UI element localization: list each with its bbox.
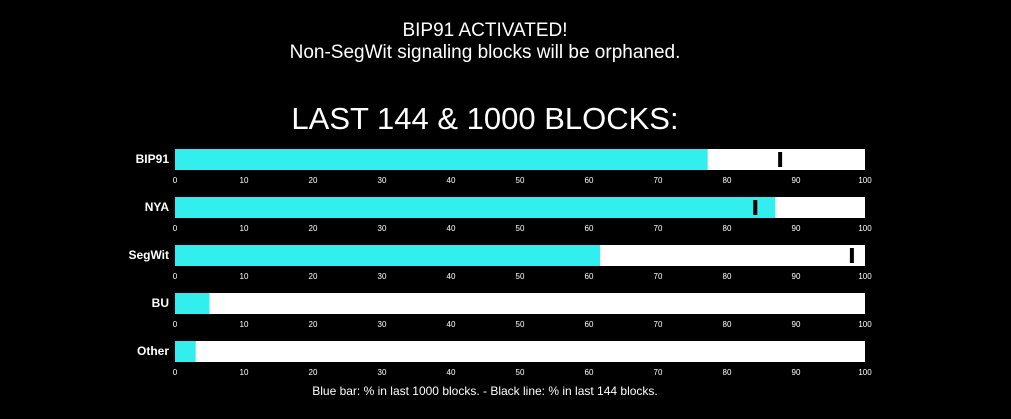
chart-footnote: Blue bar: % in last 1000 blocks. - Black… <box>312 384 658 398</box>
tick-label-other-40: 40 <box>447 368 456 377</box>
tick-label-bip91-20: 20 <box>309 176 318 185</box>
bar-1000-nya <box>175 197 776 218</box>
activation-headline: BIP91 ACTIVATED! <box>402 20 568 41</box>
tick-label-segwit-0: 0 <box>173 272 178 281</box>
marker-144-segwit <box>849 248 854 263</box>
tick-label-other-10: 10 <box>240 368 249 377</box>
tick-label-bu-70: 70 <box>654 320 663 329</box>
tick-label-bip91-40: 40 <box>447 176 456 185</box>
tick-label-nya-40: 40 <box>447 224 456 233</box>
tick-label-bip91-80: 80 <box>723 176 732 185</box>
tick-label-segwit-90: 90 <box>792 272 801 281</box>
tick-label-other-100: 100 <box>858 368 872 377</box>
tick-label-segwit-50: 50 <box>516 272 525 281</box>
tick-label-bu-30: 30 <box>378 320 387 329</box>
marker-144-bip91 <box>778 152 783 167</box>
tick-label-bip91-100: 100 <box>858 176 872 185</box>
tick-label-bu-20: 20 <box>309 320 318 329</box>
tick-label-other-30: 30 <box>378 368 387 377</box>
tick-label-segwit-30: 30 <box>378 272 387 281</box>
tick-label-bu-100: 100 <box>858 320 872 329</box>
tick-label-bip91-30: 30 <box>378 176 387 185</box>
tick-label-segwit-40: 40 <box>447 272 456 281</box>
tick-label-bip91-50: 50 <box>516 176 525 185</box>
tick-label-bip91-70: 70 <box>654 176 663 185</box>
marker-144-nya <box>753 200 758 215</box>
tick-label-nya-50: 50 <box>516 224 525 233</box>
orphan-warning: Non-SegWit signaling blocks will be orph… <box>289 42 681 63</box>
tick-label-bu-10: 10 <box>240 320 249 329</box>
category-label-bu: BU <box>152 296 169 310</box>
bar-1000-bip91 <box>175 149 708 170</box>
tick-label-nya-20: 20 <box>309 224 318 233</box>
category-label-bip91: BIP91 <box>136 152 170 166</box>
category-label-segwit: SegWit <box>128 248 169 262</box>
tick-label-other-60: 60 <box>585 368 594 377</box>
tick-label-segwit-80: 80 <box>723 272 732 281</box>
chart-title: LAST 144 & 1000 BLOCKS: <box>291 101 679 136</box>
tick-label-other-80: 80 <box>723 368 732 377</box>
tick-label-bu-90: 90 <box>792 320 801 329</box>
tick-label-nya-60: 60 <box>585 224 594 233</box>
tick-label-nya-80: 80 <box>723 224 732 233</box>
tick-label-bu-0: 0 <box>173 320 178 329</box>
bar-track-bu <box>175 293 865 314</box>
bar-1000-other <box>175 341 196 362</box>
tick-label-segwit-100: 100 <box>858 272 872 281</box>
tick-label-nya-30: 30 <box>378 224 387 233</box>
bar-1000-segwit <box>175 245 601 266</box>
tick-label-segwit-20: 20 <box>309 272 318 281</box>
tick-label-nya-70: 70 <box>654 224 663 233</box>
tick-label-bu-40: 40 <box>447 320 456 329</box>
tick-label-other-20: 20 <box>309 368 318 377</box>
tick-label-other-50: 50 <box>516 368 525 377</box>
tick-label-bu-60: 60 <box>585 320 594 329</box>
tick-label-bip91-0: 0 <box>173 176 178 185</box>
tick-label-nya-90: 90 <box>792 224 801 233</box>
tick-label-segwit-60: 60 <box>585 272 594 281</box>
tick-label-bip91-10: 10 <box>240 176 249 185</box>
bar-1000-bu <box>175 293 210 314</box>
tick-label-nya-10: 10 <box>240 224 249 233</box>
tick-label-bip91-60: 60 <box>585 176 594 185</box>
tick-label-nya-0: 0 <box>173 224 178 233</box>
tick-label-bip91-90: 90 <box>792 176 801 185</box>
tick-label-segwit-70: 70 <box>654 272 663 281</box>
category-label-other: Other <box>137 344 169 358</box>
tick-label-segwit-10: 10 <box>240 272 249 281</box>
tick-label-other-0: 0 <box>173 368 178 377</box>
tick-label-other-90: 90 <box>792 368 801 377</box>
category-label-nya: NYA <box>145 200 170 214</box>
tick-label-other-70: 70 <box>654 368 663 377</box>
tick-label-bu-80: 80 <box>723 320 732 329</box>
bar-track-other <box>175 341 865 362</box>
tick-label-nya-100: 100 <box>858 224 872 233</box>
tick-label-bu-50: 50 <box>516 320 525 329</box>
